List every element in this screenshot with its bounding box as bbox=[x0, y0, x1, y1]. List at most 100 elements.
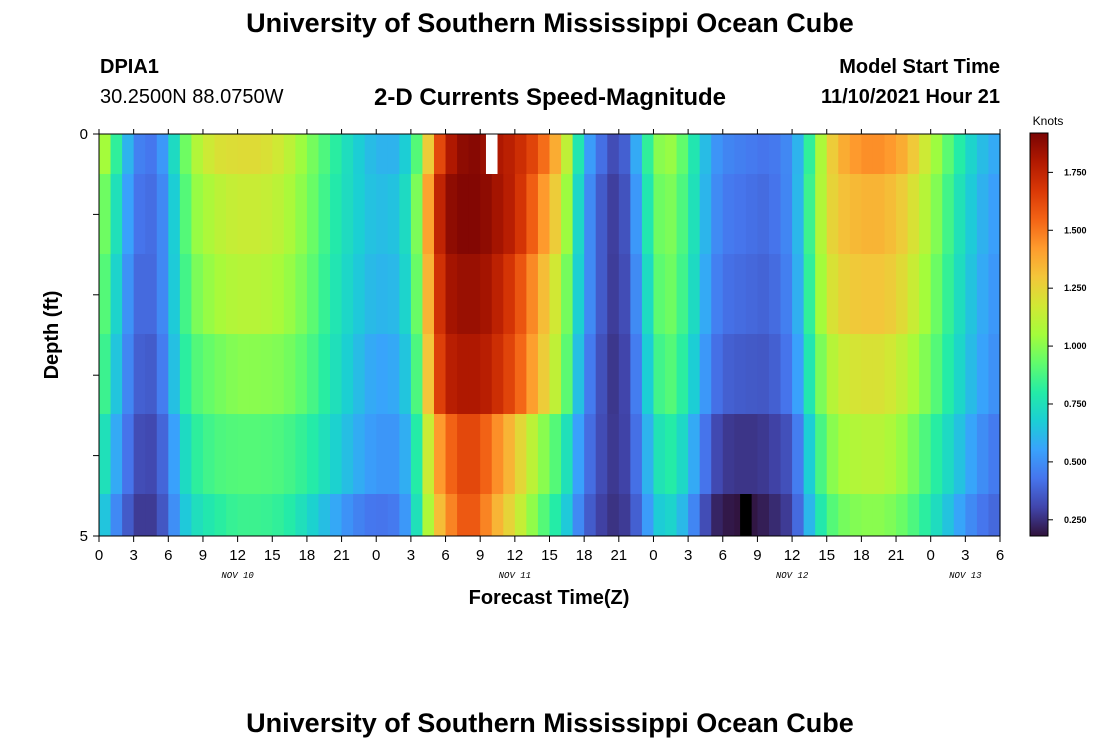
heatmap-cell bbox=[202, 134, 216, 174]
heatmap-cell bbox=[283, 414, 296, 494]
heatmap-cell bbox=[353, 414, 366, 494]
heatmap-cell bbox=[353, 334, 366, 414]
heatmap-cell bbox=[306, 414, 320, 494]
heatmap-cell bbox=[214, 494, 227, 536]
heatmap-cell bbox=[665, 414, 678, 494]
heatmap-cell bbox=[179, 494, 193, 536]
heatmap-cell bbox=[537, 414, 551, 494]
heatmap-cell bbox=[872, 494, 886, 536]
heatmap-cell bbox=[191, 334, 204, 414]
heatmap-cell bbox=[815, 414, 828, 494]
heatmap-cell bbox=[896, 254, 909, 334]
heatmap-cell bbox=[641, 174, 655, 254]
heatmap-cell bbox=[838, 494, 851, 536]
heatmap-cell bbox=[156, 134, 169, 174]
heatmap-cell bbox=[133, 494, 146, 536]
heatmap-cell bbox=[145, 334, 158, 414]
heatmap-cell bbox=[896, 174, 909, 254]
heatmap-cell bbox=[549, 494, 562, 536]
heatmap-cell bbox=[745, 134, 759, 174]
heatmap-cell bbox=[306, 174, 320, 254]
heatmap-cell bbox=[514, 254, 527, 334]
heatmap-cell bbox=[780, 254, 793, 334]
heatmap-cell bbox=[815, 174, 828, 254]
heatmap-cell bbox=[711, 334, 724, 414]
heatmap-cell bbox=[861, 494, 874, 536]
x-tick-label: 6 bbox=[441, 547, 449, 564]
heatmap-cell bbox=[318, 334, 331, 414]
heatmap-cell bbox=[295, 334, 308, 414]
heatmap-cell bbox=[295, 134, 308, 174]
heatmap-cell bbox=[283, 254, 296, 334]
heatmap-cell bbox=[526, 254, 539, 334]
heatmap-cell bbox=[757, 414, 770, 494]
heatmap-cell bbox=[722, 414, 735, 494]
heatmap-cell bbox=[930, 414, 943, 494]
heatmap-cell bbox=[688, 334, 701, 414]
heatmap-cell bbox=[803, 414, 816, 494]
heatmap-cell bbox=[930, 254, 943, 334]
heatmap-cell bbox=[110, 414, 123, 494]
heatmap-cell bbox=[688, 254, 701, 334]
heatmap-cell bbox=[688, 494, 701, 536]
heatmap-cell bbox=[861, 134, 874, 174]
heatmap-cell bbox=[618, 334, 631, 414]
heatmap-cell bbox=[537, 254, 551, 334]
heatmap-cell bbox=[711, 254, 724, 334]
x-axis: 0 3 6 9 12 15 18 21 0 3 6 9 12 15 18 21 0 3 6 9 12 15 18 21 0 3 6 N… bbox=[95, 129, 1004, 581]
heatmap-cell bbox=[514, 414, 527, 494]
heatmap-cell bbox=[399, 174, 412, 254]
heatmap-cell bbox=[976, 254, 990, 334]
x-tick-label: 21 bbox=[610, 547, 627, 564]
heatmap-cell bbox=[826, 334, 839, 414]
heatmap-cell bbox=[387, 254, 400, 334]
heatmap-cell bbox=[480, 254, 493, 334]
heatmap-cell bbox=[99, 414, 112, 494]
heatmap-cell bbox=[226, 174, 239, 254]
heatmap-cell bbox=[145, 414, 158, 494]
x-tick-label: 0 bbox=[649, 547, 657, 564]
date-label: NOV 13 bbox=[949, 571, 982, 581]
heatmap-cell bbox=[145, 254, 158, 334]
heatmap-cell bbox=[884, 174, 897, 254]
heatmap-cell bbox=[907, 254, 920, 334]
heatmap-cell bbox=[561, 174, 574, 254]
y-axis-label: Depth (ft) bbox=[41, 291, 63, 380]
heatmap-cell bbox=[561, 334, 574, 414]
heatmap-cell bbox=[722, 334, 735, 414]
heatmap-cell bbox=[122, 254, 135, 334]
heatmap-cell bbox=[272, 134, 285, 174]
heatmap-cell bbox=[433, 254, 447, 334]
heatmap-cell bbox=[792, 254, 805, 334]
heatmap-cell bbox=[214, 414, 227, 494]
heatmap-cell bbox=[872, 134, 886, 174]
heatmap-cell bbox=[861, 254, 874, 334]
heatmap-cell bbox=[168, 334, 181, 414]
heatmap-cell bbox=[976, 494, 990, 536]
heatmap-cell bbox=[976, 174, 990, 254]
footer-title: University of Southern Mississippi Ocean… bbox=[246, 708, 854, 738]
heatmap-cell bbox=[618, 134, 631, 174]
heatmap-cell bbox=[422, 494, 435, 536]
heatmap-cell bbox=[353, 174, 366, 254]
heatmap-cell bbox=[226, 494, 239, 536]
heatmap-cell bbox=[433, 414, 447, 494]
heatmap-cell bbox=[942, 174, 955, 254]
heatmap-cell bbox=[965, 174, 978, 254]
heatmap-cell bbox=[549, 254, 562, 334]
heatmap-cell bbox=[734, 254, 747, 334]
heatmap-cell bbox=[745, 254, 759, 334]
heatmap-cell bbox=[364, 254, 377, 334]
heatmap-cell bbox=[514, 134, 527, 174]
heatmap-cell bbox=[988, 254, 1001, 334]
heatmap-cell bbox=[491, 174, 504, 254]
heatmap-cell bbox=[976, 334, 990, 414]
heatmap-cell bbox=[341, 334, 354, 414]
heatmap-cell bbox=[561, 494, 574, 536]
heatmap-cell bbox=[838, 254, 851, 334]
heatmap-cell bbox=[595, 174, 608, 254]
heatmap-cell bbox=[676, 494, 689, 536]
heatmap-cell bbox=[387, 414, 400, 494]
heatmap-cell bbox=[630, 134, 643, 174]
heatmap-cell bbox=[872, 254, 886, 334]
